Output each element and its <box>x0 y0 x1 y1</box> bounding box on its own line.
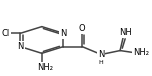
Text: N: N <box>60 29 66 38</box>
Text: O: O <box>79 24 86 33</box>
Text: NH₂: NH₂ <box>133 48 149 57</box>
Text: NH₂: NH₂ <box>38 63 54 72</box>
Text: N: N <box>98 50 104 59</box>
Text: N: N <box>17 42 24 51</box>
Text: NH: NH <box>119 28 132 37</box>
Text: Cl: Cl <box>2 29 10 38</box>
Text: H: H <box>99 60 104 65</box>
